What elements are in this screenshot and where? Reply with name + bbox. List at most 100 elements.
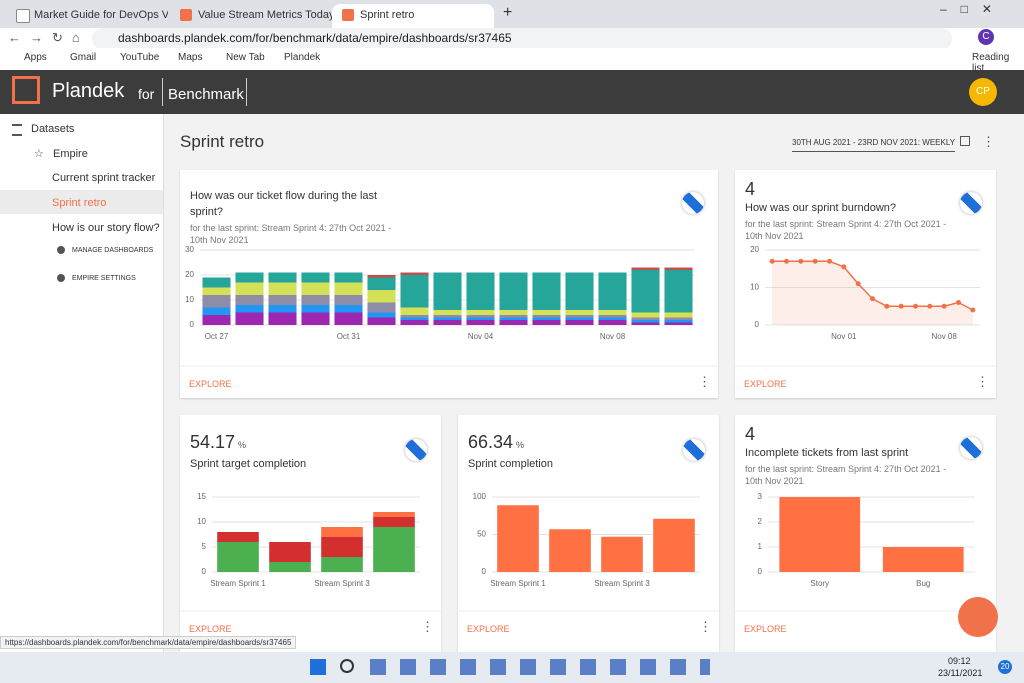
- bar-segment: [565, 272, 594, 310]
- big-value: 4: [745, 178, 965, 200]
- x-tick-label: Bug: [916, 579, 930, 588]
- bar-segment: [400, 275, 429, 308]
- star-icon: ☆: [34, 148, 44, 160]
- bar-segment: [631, 320, 660, 323]
- dataset[interactable]: Empire: [53, 148, 88, 160]
- card-menu[interactable]: ⋮: [698, 374, 711, 389]
- card-menu[interactable]: ⋮: [976, 374, 989, 389]
- bar-segment: [433, 317, 462, 320]
- nav-buttons[interactable]: ←→↻⌂: [8, 30, 89, 45]
- clock-time: 09:12: [948, 656, 971, 666]
- bar-segment: [598, 310, 627, 315]
- explore[interactable]: EXPLORE: [467, 624, 510, 634]
- omnibox[interactable]: [92, 28, 952, 50]
- unit: %: [238, 440, 247, 450]
- card-menu[interactable]: ⋮: [421, 619, 434, 634]
- logo-icon: [12, 76, 40, 104]
- bar-segment: [373, 517, 415, 527]
- bar-segment: [334, 272, 363, 283]
- bar-segment: [631, 270, 660, 313]
- sidebar-action[interactable]: MANAGE DASHBOARDS: [72, 247, 154, 254]
- bookmark[interactable]: YouTube: [120, 52, 160, 63]
- bar-segment: [301, 295, 330, 305]
- x-tick-label: Stream Sprint 3: [594, 579, 650, 588]
- bookmark[interactable]: New Tab: [226, 52, 265, 63]
- tab[interactable]: Market Guide for DevOps Value S: [6, 4, 168, 28]
- source-icon: [960, 437, 982, 459]
- bar-segment: [373, 512, 415, 517]
- big-number: 4: [745, 424, 756, 444]
- explore[interactable]: EXPLORE: [189, 624, 232, 634]
- bar-segment: [202, 315, 231, 325]
- menu[interactable]: ⋮: [982, 134, 995, 149]
- explore[interactable]: EXPLORE: [744, 379, 787, 389]
- divider: [246, 78, 247, 106]
- source-icon: [405, 439, 427, 461]
- y-tick-label: 20: [185, 270, 194, 279]
- divider: [162, 78, 163, 106]
- dashboard-link[interactable]: How is our story flow?: [52, 222, 160, 234]
- bar-segment: [631, 312, 660, 318]
- taskbar-apps[interactable]: [370, 659, 710, 675]
- bar-segment: [235, 282, 264, 295]
- explore[interactable]: EXPLORE: [189, 379, 232, 389]
- bookmark[interactable]: Gmail: [70, 52, 97, 63]
- new-tab-button[interactable]: +: [503, 4, 513, 21]
- card-text: 54.17% Sprint target completion: [190, 423, 410, 472]
- bar-segment: [400, 320, 429, 325]
- bar-segment: [433, 272, 462, 310]
- workspace[interactable]: Benchmark: [168, 86, 244, 103]
- bar-segment: [499, 320, 528, 325]
- avatar[interactable]: CP: [969, 78, 997, 106]
- window-controls[interactable]: –□✕: [940, 2, 1006, 16]
- chat-button[interactable]: [958, 597, 998, 637]
- tab[interactable]: Value Stream Metrics Today - Pla: [170, 4, 332, 28]
- point: [956, 300, 961, 305]
- search[interactable]: [340, 659, 354, 673]
- bookmark[interactable]: Plandek: [284, 52, 321, 63]
- card-title: Sprint completion: [468, 458, 553, 470]
- bar-segment: [334, 312, 363, 325]
- bar-segment: [367, 290, 396, 303]
- bookmark[interactable]: Maps: [178, 52, 203, 63]
- big-number: 4: [745, 179, 756, 199]
- dashboard-title: Sprint retro: [180, 132, 265, 151]
- card-menu[interactable]: ⋮: [699, 619, 712, 634]
- bar-segment: [598, 272, 627, 310]
- tab-title: Market Guide for DevOps Value S: [34, 9, 168, 21]
- bar-segment: [202, 277, 231, 288]
- bar-segment: [664, 267, 693, 270]
- bar-segment: [565, 310, 594, 315]
- bar-segment: [466, 315, 495, 318]
- sidebar: Datasets ☆ Empire Current sprint tracker…: [0, 114, 164, 652]
- notifications[interactable]: 20: [998, 660, 1012, 674]
- brand[interactable]: Plandek: [52, 80, 125, 102]
- card: 0 5 10 15 Stream Sprint 1 Stream Sprint 3 54.1…: [180, 415, 441, 652]
- calendar-icon[interactable]: [960, 136, 970, 146]
- dashboard-link[interactable]: Current sprint tracker: [52, 172, 156, 184]
- tab[interactable]: Sprint retro: [332, 4, 494, 28]
- bar-segment: [235, 295, 264, 305]
- y-tick-label: 5: [202, 542, 207, 551]
- card-text: 66.34% Sprint completion: [468, 423, 688, 472]
- bar-segment: [235, 312, 264, 325]
- bar-segment: [664, 322, 693, 325]
- start-button[interactable]: [310, 659, 326, 675]
- bookmark[interactable]: Apps: [24, 52, 47, 63]
- bar-segment: [268, 282, 297, 295]
- date-range[interactable]: 30TH AUG 2021 - 23RD NOV 2021: WEEKLY: [792, 138, 956, 152]
- clock-date: 23/11/2021: [938, 668, 983, 678]
- explore[interactable]: EXPLORE: [744, 624, 787, 634]
- y-tick-label: 100: [473, 492, 487, 501]
- reading-list[interactable]: Reading list: [972, 52, 1010, 74]
- profile[interactable]: C: [978, 29, 994, 45]
- bar-segment: [433, 315, 462, 318]
- dashboard-link[interactable]: Sprint retro: [52, 197, 107, 209]
- datasets[interactable]: Datasets: [31, 123, 75, 135]
- card-title: Incomplete tickets from last sprint: [745, 447, 909, 459]
- bar-segment: [367, 277, 396, 290]
- bar-segment: [321, 557, 363, 572]
- sidebar-action[interactable]: EMPIRE SETTINGS: [72, 275, 136, 282]
- chart: 0 1 2 3 Story Bug: [735, 492, 996, 612]
- url[interactable]: dashboards.plandek.com/for/benchmark/dat…: [118, 31, 512, 45]
